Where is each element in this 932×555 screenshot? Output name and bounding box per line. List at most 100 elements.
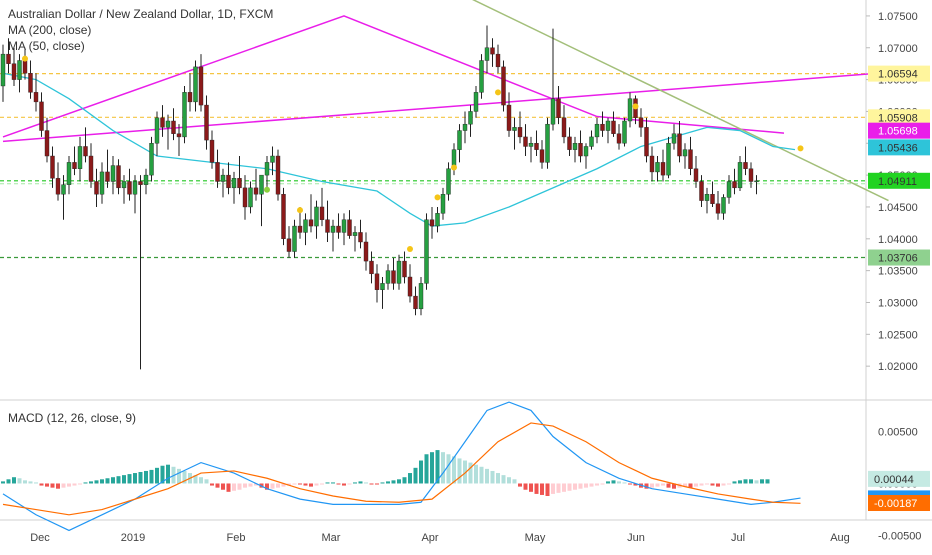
candle-body (616, 133, 622, 144)
candle-body (314, 206, 319, 227)
macd-histogram-bar (375, 483, 379, 485)
macd-histogram-bar (512, 479, 517, 484)
macd-histogram-bar (17, 478, 22, 484)
signal-dot (451, 164, 457, 171)
y-tick-label: 1.02500 (878, 329, 918, 341)
candle-body (363, 241, 369, 262)
macd-histogram-bar (336, 483, 341, 485)
macd-histogram-bar (28, 481, 33, 484)
macd-histogram-bar (556, 483, 561, 493)
trendline (2, 72, 878, 143)
macd-histogram-bar (655, 483, 660, 487)
candle-body (231, 178, 237, 189)
candle-body (292, 225, 297, 252)
candle-body (303, 219, 308, 233)
macd-histogram-bar (595, 483, 599, 486)
candle-body (748, 168, 754, 182)
candle-body (132, 181, 138, 195)
candle-body (583, 146, 589, 157)
candle-body (22, 60, 28, 74)
macd-histogram-bar (67, 483, 71, 487)
macd-histogram-bar (606, 481, 610, 484)
x-tick-label: Jul (731, 532, 745, 544)
signal-dot (22, 55, 28, 62)
macd-histogram-bar (210, 483, 214, 486)
macd-histogram-bar (56, 483, 60, 489)
candle-body (182, 92, 187, 138)
macd-histogram-bar (721, 483, 726, 486)
candle-body (88, 155, 94, 182)
macd-histogram-bar (78, 483, 82, 485)
price-tag-label: 1.06594 (878, 69, 918, 81)
macd-histogram-bar (479, 466, 484, 484)
macd-histogram-bar (248, 483, 253, 487)
candle-body (33, 92, 39, 103)
macd-tag-label: -0.00187 (874, 498, 917, 510)
candle-body (11, 63, 17, 80)
macd-histogram-bar (380, 482, 385, 484)
candle-body (105, 171, 110, 182)
candle-body (193, 66, 198, 103)
candle-body (50, 155, 55, 179)
candle-body (396, 260, 402, 284)
candle-body (495, 53, 501, 68)
macd-histogram-bar (358, 481, 363, 484)
macd-histogram-bar (716, 483, 720, 487)
candle-body (473, 92, 479, 112)
candle-body (116, 165, 121, 189)
candle-body (649, 155, 655, 173)
candle-body (325, 219, 330, 233)
macd-histogram-bar (567, 483, 572, 491)
candle-body (83, 146, 88, 157)
macd-histogram-bar (193, 475, 198, 484)
chart-title: Australian Dollar / New Zealand Dollar, … (8, 7, 274, 21)
y-tick-label: 1.07000 (878, 43, 918, 55)
macd-tag (868, 470, 930, 487)
candle-body (429, 219, 435, 227)
price-tag-label: 1.04911 (878, 176, 917, 188)
macd-histogram-bar (281, 483, 286, 487)
candle-body (572, 143, 578, 150)
candle-body (391, 270, 396, 284)
candle-body (0, 53, 6, 87)
candle-body (259, 174, 264, 195)
candle-body (99, 171, 105, 195)
candle-body (209, 139, 215, 163)
macd-histogram-bar (144, 470, 148, 484)
trendline (472, 0, 889, 202)
price-tag (868, 172, 930, 189)
candle-body (710, 194, 715, 204)
candle-body (528, 143, 534, 147)
candle-body (275, 155, 281, 195)
macd-histogram-bar (254, 483, 258, 486)
macd-histogram-bar (688, 483, 693, 488)
macd-histogram-bar (551, 483, 555, 494)
macd-histogram-bar (743, 479, 748, 484)
macd-histogram-bar (754, 480, 759, 484)
macd-histogram-bar (534, 483, 539, 494)
macd-histogram-bar (661, 483, 665, 486)
macd-histogram-bar (501, 475, 506, 484)
candle-body (143, 174, 149, 185)
macd-histogram-bar (622, 482, 627, 484)
candle-body (440, 194, 446, 214)
candle-body (539, 149, 545, 163)
candle-body (561, 117, 567, 138)
candle-body (682, 149, 688, 157)
macd-histogram-bar (397, 479, 401, 484)
y-tick-label: 1.04000 (878, 234, 918, 246)
candle-body (94, 181, 99, 195)
macd-histogram-bar (237, 483, 242, 490)
macd-histogram-bar (705, 483, 709, 485)
macd-tag (868, 494, 930, 511)
macd-histogram-bar (314, 483, 319, 486)
candle-body (44, 130, 50, 157)
macd-histogram-bar (221, 483, 225, 490)
candle-body (699, 181, 704, 201)
candle-body (666, 143, 671, 176)
candle-body (248, 187, 253, 208)
candle-body (446, 168, 451, 195)
macd-histogram-bar (611, 480, 616, 484)
macd-histogram-bar (727, 483, 731, 485)
macd-histogram-bar (650, 483, 654, 488)
